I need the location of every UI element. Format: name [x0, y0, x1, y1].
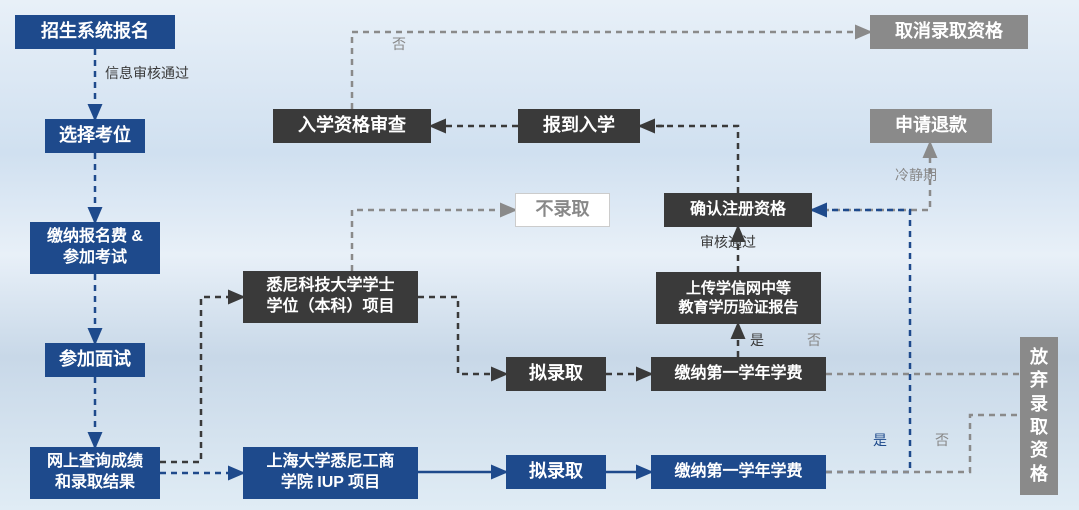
node-label: 确认注册资格 — [690, 200, 786, 221]
edge-label: 信息审核通过 — [105, 63, 189, 83]
node-label: 上海大学悉尼工商 学院 IUP 项目 — [266, 452, 394, 494]
flowchart-node-n7: 上海大学悉尼工商 学院 IUP 项目 — [243, 447, 418, 499]
flowchart-node-n9: 拟录取 — [506, 455, 606, 489]
node-label: 选择考位 — [59, 124, 131, 147]
flowchart-node-n14: 确认注册资格 — [664, 193, 812, 227]
node-label: 缴纳第一学年学费 — [674, 462, 802, 483]
edge-label: 审核通过 — [700, 232, 756, 252]
flowchart-node-n18: 取消录取资格 — [870, 15, 1028, 49]
node-label: 报到入学 — [543, 114, 615, 137]
node-label: 拟录取 — [529, 362, 583, 385]
node-label: 上传学信网中等 教育学历验证报告 — [678, 279, 798, 318]
flowchart-edge — [160, 297, 243, 462]
flowchart-node-n19: 放 弃 录 取 资 格 — [1020, 337, 1058, 495]
flowchart-node-n10: 不录取 — [515, 193, 610, 227]
flowchart-edge — [418, 297, 506, 374]
node-label: 拟录取 — [529, 460, 583, 483]
edge-label: 是 — [873, 430, 887, 450]
flowchart-node-n17: 申请退款 — [870, 109, 992, 143]
node-label: 招生系统报名 — [41, 20, 149, 43]
flowchart-node-n8: 拟录取 — [506, 357, 606, 391]
flowchart-node-n4: 参加面试 — [45, 343, 145, 377]
flowchart-node-n3: 缴纳报名费 & 参加考试 — [30, 222, 160, 274]
node-label: 悉尼科技大学学士 学位（本科）项目 — [266, 276, 394, 318]
flowchart-edge — [352, 32, 870, 109]
edge-label: 否 — [392, 34, 406, 54]
flowchart-edge — [826, 337, 1038, 374]
node-label: 缴纳第一学年学费 — [674, 364, 802, 385]
flowchart-node-n1: 招生系统报名 — [15, 15, 175, 49]
flowchart-edge — [352, 210, 515, 271]
flowchart-node-n12: 缴纳第一学年学费 — [651, 455, 826, 489]
node-label: 取消录取资格 — [895, 20, 1003, 43]
node-label: 申请退款 — [895, 114, 967, 137]
flowchart-node-n11: 缴纳第一学年学费 — [651, 357, 826, 391]
flowchart-node-n5: 网上查询成绩 和录取结果 — [30, 447, 160, 499]
node-label: 入学资格审查 — [298, 114, 406, 137]
node-label: 网上查询成绩 和录取结果 — [47, 452, 143, 494]
edge-label: 否 — [935, 430, 949, 450]
flowchart-node-n6: 悉尼科技大学学士 学位（本科）项目 — [243, 271, 418, 323]
flowchart-edge — [812, 210, 910, 472]
flowchart-edge — [826, 415, 1038, 472]
edge-label: 冷静期 — [895, 165, 937, 185]
flowchart-edge — [640, 126, 738, 193]
flowchart-node-n13: 上传学信网中等 教育学历验证报告 — [656, 272, 821, 324]
node-label: 参加面试 — [59, 348, 131, 371]
flowchart-node-n15: 报到入学 — [518, 109, 640, 143]
node-label: 不录取 — [536, 198, 590, 221]
edge-label: 是 — [750, 330, 764, 350]
node-label: 放 弃 录 取 资 格 — [1030, 346, 1048, 486]
flowchart-node-n16: 入学资格审查 — [273, 109, 431, 143]
flowchart-node-n2: 选择考位 — [45, 119, 145, 153]
edge-label: 否 — [807, 330, 821, 350]
node-label: 缴纳报名费 & 参加考试 — [47, 227, 143, 269]
